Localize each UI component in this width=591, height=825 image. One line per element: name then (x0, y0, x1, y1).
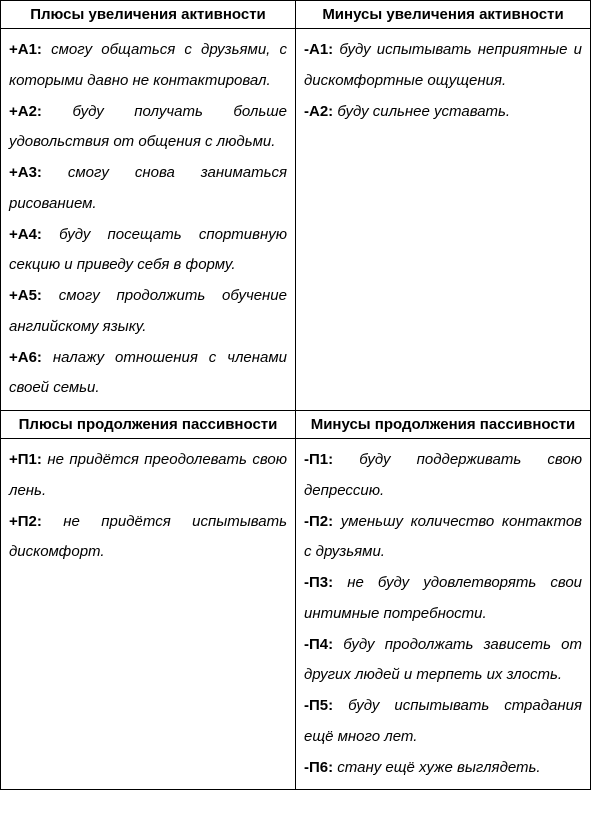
activity_plus-entry: +А5: смогу продолжить обучение английско… (9, 281, 287, 343)
activity_minus-text: буду испытывать неприятные и дискомфортн… (304, 41, 582, 89)
passivity_minus-label: -П1: (304, 451, 333, 468)
passivity_minus-text: не буду удовлетворять свои интимные потр… (304, 574, 582, 622)
passivity_minus-label: -П3: (304, 574, 333, 591)
passivity_plus-text: не придётся испытывать дискомфорт. (9, 513, 287, 561)
activity_plus-entry: +А2: буду получать больше удовольствия о… (9, 97, 287, 159)
header-activity-minus: Минусы увеличения активности (296, 1, 591, 29)
passivity_minus-label: -П2: (304, 513, 333, 530)
passivity_minus-label: -П5: (304, 697, 333, 714)
passivity_minus-text: буду поддерживать свою депрессию. (304, 451, 582, 499)
cell-passivity-plus: +П1: не придётся преодолевать свою лень.… (1, 439, 296, 790)
activity_minus-entry: -А2: буду сильнее уставать. (304, 97, 582, 128)
activity_plus-text: буду получать больше удовольствия от общ… (9, 103, 287, 151)
passivity_minus-entry: -П1: буду поддерживать свою депрессию. (304, 445, 582, 507)
activity_plus-label: +А6: (9, 349, 42, 366)
header-row-passivity: Плюсы продолжения пассивности Минусы про… (1, 411, 591, 439)
passivity_plus-entry: +П2: не придётся испытывать дискомфорт. (9, 507, 287, 569)
passivity_minus-entry: -П2: уменьшу количество контактов с друз… (304, 507, 582, 569)
activity_plus-entry: +А6: налажу отношения с членами своей се… (9, 343, 287, 405)
activity_plus-label: +А1: (9, 41, 42, 58)
activity_plus-label: +А5: (9, 287, 42, 304)
activity_plus-entry: +А4: буду посещать спортивную секцию и п… (9, 220, 287, 282)
activity_plus-text: буду посещать спортивную секцию и привед… (9, 226, 287, 274)
activity_plus-text: смогу общаться с друзьями, с которыми да… (9, 41, 287, 89)
header-passivity-plus: Плюсы продолжения пассивности (1, 411, 296, 439)
pros-cons-table: Плюсы увеличения активности Минусы увели… (0, 0, 591, 790)
activity_plus-text: налажу отношения с членами своей семьи. (9, 349, 287, 397)
passivity_plus-label: +П1: (9, 451, 42, 468)
activity_plus-label: +А4: (9, 226, 42, 243)
activity_plus-text: смогу снова заниматься рисованием. (9, 164, 287, 212)
header-row-activity: Плюсы увеличения активности Минусы увели… (1, 1, 591, 29)
passivity_minus-text: стану ещё хуже выглядеть. (333, 759, 540, 776)
activity_plus-label: +А3: (9, 164, 42, 181)
activity_plus-label: +А2: (9, 103, 42, 120)
passivity_plus-label: +П2: (9, 513, 42, 530)
passivity_minus-text: уменьшу количество контактов с друзьями. (304, 513, 582, 561)
cell-passivity-minus: -П1: буду поддерживать свою депрессию.-П… (296, 439, 591, 790)
activity_plus-entry: +А1: смогу общаться с друзьями, с которы… (9, 35, 287, 97)
activity_minus-entry: -А1: буду испытывать неприятные и диском… (304, 35, 582, 97)
passivity_minus-entry: -П4: буду продолжать зависеть от других … (304, 630, 582, 692)
activity_minus-text: буду сильнее уставать. (333, 103, 510, 120)
content-row-activity: +А1: смогу общаться с друзьями, с которы… (1, 29, 591, 411)
activity_minus-label: -А2: (304, 103, 333, 120)
passivity_minus-entry: -П6: стану ещё хуже выглядеть. (304, 753, 582, 784)
header-activity-plus: Плюсы увеличения активности (1, 1, 296, 29)
activity_minus-label: -А1: (304, 41, 333, 58)
activity_plus-text: смогу продолжить обучение английскому яз… (9, 287, 287, 335)
passivity_plus-text: не придётся преодолевать свою лень. (9, 451, 287, 499)
passivity_minus-text: буду испытывать страдания ещё много лет. (304, 697, 582, 745)
passivity_minus-label: -П4: (304, 636, 333, 653)
cell-activity-minus: -А1: буду испытывать неприятные и диском… (296, 29, 591, 411)
content-row-passivity: +П1: не придётся преодолевать свою лень.… (1, 439, 591, 790)
passivity_minus-label: -П6: (304, 759, 333, 776)
header-passivity-minus: Минусы продолжения пассивности (296, 411, 591, 439)
passivity_minus-entry: -П3: не буду удовлетворять свои интимные… (304, 568, 582, 630)
passivity_plus-entry: +П1: не придётся преодолевать свою лень. (9, 445, 287, 507)
cell-activity-plus: +А1: смогу общаться с друзьями, с которы… (1, 29, 296, 411)
passivity_minus-text: буду продолжать зависеть от других людей… (304, 636, 582, 684)
activity_plus-entry: +А3: смогу снова заниматься рисованием. (9, 158, 287, 220)
passivity_minus-entry: -П5: буду испытывать страдания ещё много… (304, 691, 582, 753)
